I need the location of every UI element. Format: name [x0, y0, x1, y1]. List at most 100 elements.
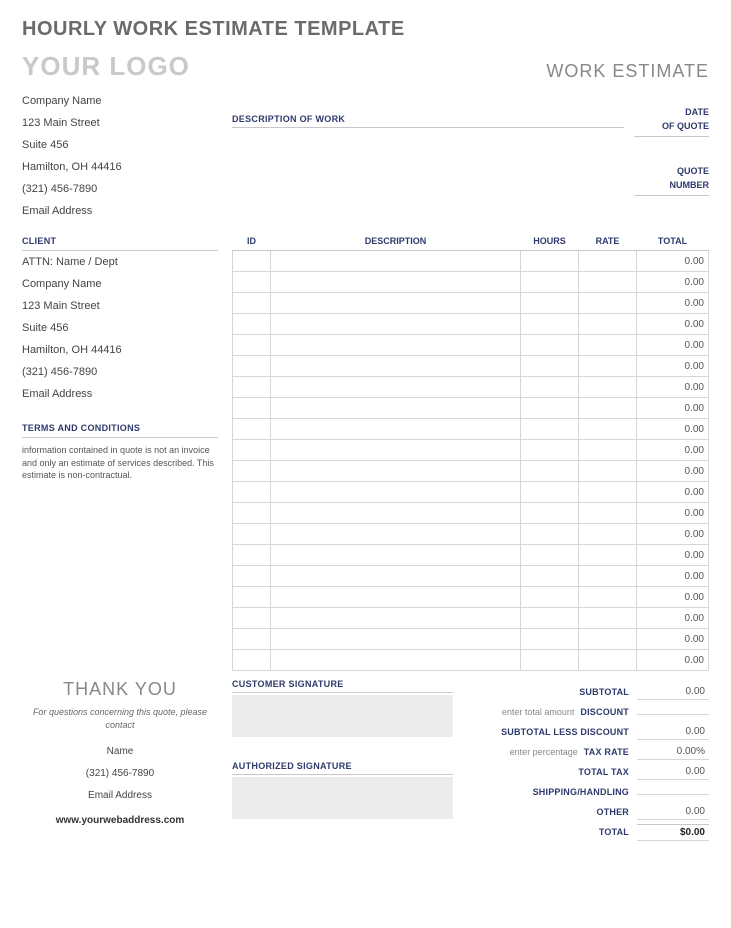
table-cell[interactable]: 0.00 [637, 461, 709, 482]
table-cell[interactable] [233, 440, 271, 461]
table-cell[interactable] [271, 251, 521, 272]
table-cell[interactable] [579, 356, 637, 377]
table-cell[interactable] [233, 272, 271, 293]
table-cell[interactable] [271, 293, 521, 314]
table-cell[interactable] [271, 629, 521, 650]
table-cell[interactable] [233, 461, 271, 482]
table-cell[interactable]: 0.00 [637, 608, 709, 629]
table-cell[interactable] [233, 314, 271, 335]
table-cell[interactable] [271, 524, 521, 545]
customer-signature-box[interactable] [232, 695, 453, 737]
table-cell[interactable] [521, 566, 579, 587]
shipping-value[interactable] [637, 790, 709, 795]
table-cell[interactable] [521, 650, 579, 671]
table-cell[interactable] [579, 398, 637, 419]
table-cell[interactable] [521, 524, 579, 545]
table-cell[interactable] [271, 398, 521, 419]
table-cell[interactable]: 0.00 [637, 356, 709, 377]
table-cell[interactable]: 0.00 [637, 482, 709, 503]
table-cell[interactable] [233, 587, 271, 608]
table-cell[interactable] [579, 251, 637, 272]
table-cell[interactable] [271, 587, 521, 608]
table-cell[interactable]: 0.00 [637, 419, 709, 440]
table-cell[interactable] [233, 293, 271, 314]
table-cell[interactable] [233, 356, 271, 377]
table-cell[interactable]: 0.00 [637, 545, 709, 566]
table-cell[interactable] [233, 503, 271, 524]
table-cell[interactable] [579, 272, 637, 293]
table-cell[interactable] [233, 524, 271, 545]
table-cell[interactable] [233, 482, 271, 503]
table-cell[interactable] [521, 587, 579, 608]
table-cell[interactable] [271, 314, 521, 335]
table-cell[interactable] [521, 314, 579, 335]
table-cell[interactable] [521, 461, 579, 482]
taxrate-value[interactable]: 0.00% [637, 744, 709, 760]
table-cell[interactable] [233, 398, 271, 419]
table-cell[interactable] [579, 629, 637, 650]
table-cell[interactable] [521, 545, 579, 566]
table-cell[interactable]: 0.00 [637, 587, 709, 608]
table-cell[interactable] [579, 587, 637, 608]
table-cell[interactable] [579, 545, 637, 566]
table-cell[interactable] [579, 461, 637, 482]
table-cell[interactable] [521, 419, 579, 440]
table-cell[interactable] [271, 419, 521, 440]
table-cell[interactable]: 0.00 [637, 293, 709, 314]
table-cell[interactable] [233, 419, 271, 440]
table-cell[interactable] [271, 503, 521, 524]
table-cell[interactable] [233, 251, 271, 272]
table-cell[interactable] [521, 398, 579, 419]
table-cell[interactable]: 0.00 [637, 503, 709, 524]
table-cell[interactable] [271, 566, 521, 587]
table-cell[interactable] [521, 482, 579, 503]
table-cell[interactable]: 0.00 [637, 314, 709, 335]
table-cell[interactable] [521, 335, 579, 356]
table-cell[interactable] [579, 314, 637, 335]
table-cell[interactable] [521, 440, 579, 461]
table-cell[interactable] [521, 608, 579, 629]
table-cell[interactable] [579, 293, 637, 314]
table-cell[interactable] [271, 608, 521, 629]
table-cell[interactable] [233, 377, 271, 398]
table-cell[interactable] [579, 335, 637, 356]
table-cell[interactable] [271, 377, 521, 398]
table-cell[interactable] [233, 566, 271, 587]
other-value[interactable]: 0.00 [637, 804, 709, 820]
table-cell[interactable]: 0.00 [637, 440, 709, 461]
table-cell[interactable] [579, 419, 637, 440]
table-cell[interactable] [579, 440, 637, 461]
table-cell[interactable] [579, 524, 637, 545]
table-cell[interactable] [579, 482, 637, 503]
table-cell[interactable] [579, 503, 637, 524]
table-cell[interactable] [271, 335, 521, 356]
table-cell[interactable] [271, 650, 521, 671]
table-cell[interactable]: 0.00 [637, 398, 709, 419]
table-cell[interactable]: 0.00 [637, 524, 709, 545]
table-cell[interactable] [521, 629, 579, 650]
table-cell[interactable] [271, 545, 521, 566]
table-cell[interactable]: 0.00 [637, 377, 709, 398]
authorized-signature-box[interactable] [232, 777, 453, 819]
table-cell[interactable] [579, 650, 637, 671]
table-cell[interactable] [233, 545, 271, 566]
table-cell[interactable] [579, 608, 637, 629]
table-cell[interactable] [521, 377, 579, 398]
table-cell[interactable] [271, 356, 521, 377]
table-cell[interactable] [579, 566, 637, 587]
table-cell[interactable] [579, 377, 637, 398]
table-cell[interactable] [271, 482, 521, 503]
table-cell[interactable]: 0.00 [637, 335, 709, 356]
table-cell[interactable] [521, 293, 579, 314]
table-cell[interactable] [233, 650, 271, 671]
table-cell[interactable] [521, 356, 579, 377]
table-cell[interactable]: 0.00 [637, 650, 709, 671]
table-cell[interactable] [521, 503, 579, 524]
table-cell[interactable]: 0.00 [637, 566, 709, 587]
table-cell[interactable]: 0.00 [637, 251, 709, 272]
table-cell[interactable] [521, 272, 579, 293]
table-cell[interactable]: 0.00 [637, 272, 709, 293]
table-cell[interactable]: 0.00 [637, 629, 709, 650]
table-cell[interactable] [233, 335, 271, 356]
table-cell[interactable] [271, 440, 521, 461]
